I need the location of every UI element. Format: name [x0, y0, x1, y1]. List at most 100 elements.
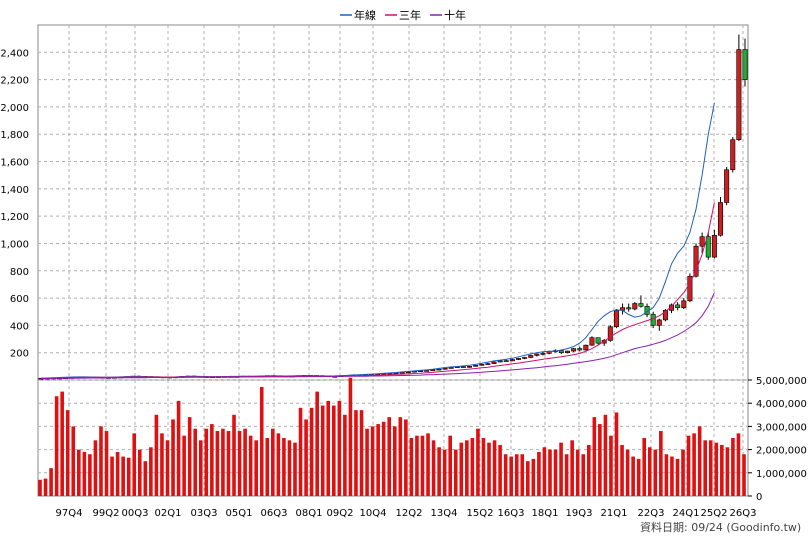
- volume-bar: [71, 426, 76, 496]
- volume-bar: [647, 447, 652, 496]
- volume-bar: [343, 414, 347, 496]
- volume-bar: [692, 433, 696, 496]
- volume-bar: [137, 449, 142, 496]
- volume-bar: [43, 478, 48, 496]
- volume-bar: [731, 438, 735, 496]
- volume-bar: [282, 438, 286, 496]
- volume-bar: [736, 433, 741, 496]
- volume-bar: [675, 458, 680, 496]
- volume-bar: [232, 414, 236, 496]
- volume-bar: [271, 428, 275, 496]
- volume-bar: [559, 442, 563, 496]
- candle-body: [681, 300, 687, 308]
- volume-bar: [226, 431, 231, 496]
- candle-body: [424, 370, 430, 372]
- price-tick-label: 2,000: [0, 103, 29, 114]
- x-tick-label: 08Q1: [296, 508, 323, 519]
- volume-bar: [415, 435, 419, 496]
- volume-bar: [392, 426, 397, 496]
- volume-bar: [254, 440, 258, 496]
- volume-bar: [548, 449, 552, 496]
- price-tick-label: 600: [10, 294, 29, 305]
- volume-bar: [581, 454, 586, 496]
- volume-tick-label: 1,000,000: [756, 469, 807, 480]
- volume-bar: [620, 444, 624, 496]
- volume-bar: [681, 449, 685, 496]
- volume-bar: [309, 407, 314, 496]
- legend: 年線 三年 十年: [340, 8, 466, 22]
- candle-body: [571, 348, 577, 352]
- volume-bar: [631, 456, 635, 496]
- price-tick-label: 2,200: [0, 76, 29, 87]
- volume-bar: [659, 431, 663, 496]
- volume-bar: [420, 435, 425, 496]
- volume-bar: [686, 435, 691, 496]
- volume-bar: [187, 417, 192, 496]
- volume-bar: [221, 428, 225, 496]
- volume-bar: [171, 419, 175, 496]
- volume-bar: [398, 417, 403, 496]
- price-tick-label: 1,000: [0, 239, 29, 250]
- x-tick-label: 24Q1: [673, 508, 700, 519]
- volume-bar: [498, 444, 502, 496]
- candle-body: [491, 361, 497, 364]
- x-tick-label: 97Q4: [56, 508, 83, 519]
- volume-tick-label: 4,000,000: [756, 399, 807, 410]
- volume-bar: [60, 391, 64, 496]
- candle-body: [632, 303, 638, 310]
- candle-body: [436, 368, 442, 371]
- x-tick-label: 19Q3: [566, 508, 593, 519]
- legend-label-10y: 十年: [444, 8, 466, 22]
- candle-body: [626, 307, 632, 310]
- price-tick-label: 200: [10, 349, 29, 360]
- candle-body: [583, 344, 589, 351]
- candle-body: [528, 355, 534, 358]
- candle-body: [742, 49, 748, 80]
- candle-body: [460, 366, 466, 368]
- volume-bar: [88, 454, 92, 496]
- candle-body: [699, 236, 705, 247]
- candle-body: [638, 303, 644, 307]
- volume-bar: [537, 451, 541, 496]
- candle-body: [485, 363, 491, 365]
- volume-bar: [404, 419, 408, 496]
- volume-bar: [154, 414, 159, 496]
- volume-bar: [126, 457, 131, 496]
- legend-label-year: 年線: [354, 8, 376, 22]
- price-tick-label: 2,400: [0, 48, 29, 59]
- volume-bar: [503, 454, 508, 496]
- volume-tick-label: 3,000,000: [756, 422, 807, 433]
- x-tick-label: 25Q2: [701, 508, 728, 519]
- volume-bar: [437, 447, 441, 496]
- x-tick-label: 00Q3: [122, 508, 149, 519]
- x-tick-label: 10Q4: [360, 508, 387, 519]
- candle-body: [718, 202, 724, 236]
- volume-bar: [215, 431, 220, 496]
- volume-bar: [337, 400, 342, 496]
- candle-body: [607, 326, 613, 341]
- x-tick-label: 99Q2: [93, 508, 120, 519]
- volume-bar: [431, 440, 436, 496]
- volume-bar: [697, 426, 702, 496]
- price-tick-label: 400: [10, 321, 29, 332]
- volume-bar: [381, 421, 386, 496]
- volume-tick-label: 0: [756, 492, 762, 503]
- price-tick-label: 800: [10, 267, 29, 278]
- candle-body: [687, 275, 693, 302]
- candle-body: [613, 310, 619, 328]
- candle-body: [730, 139, 736, 171]
- price-axis-ticks: 200 400 600 800 1,000 1,200 1,400 1,600 1,800 2,0…: [0, 48, 29, 359]
- volume-bar: [287, 440, 292, 496]
- volume-bar: [720, 444, 724, 496]
- candle-body: [705, 236, 711, 258]
- volume-bar: [592, 417, 597, 496]
- price-tick-label: 1,600: [0, 158, 29, 169]
- volume-bar: [237, 431, 242, 496]
- volume-bar: [93, 440, 98, 496]
- volume-bar: [465, 440, 469, 496]
- volume-bar: [481, 438, 486, 496]
- x-tick-label: 05Q1: [226, 508, 253, 519]
- volume-bar: [714, 442, 719, 496]
- x-tick-label: 09Q2: [327, 508, 354, 519]
- candle-body: [448, 367, 454, 369]
